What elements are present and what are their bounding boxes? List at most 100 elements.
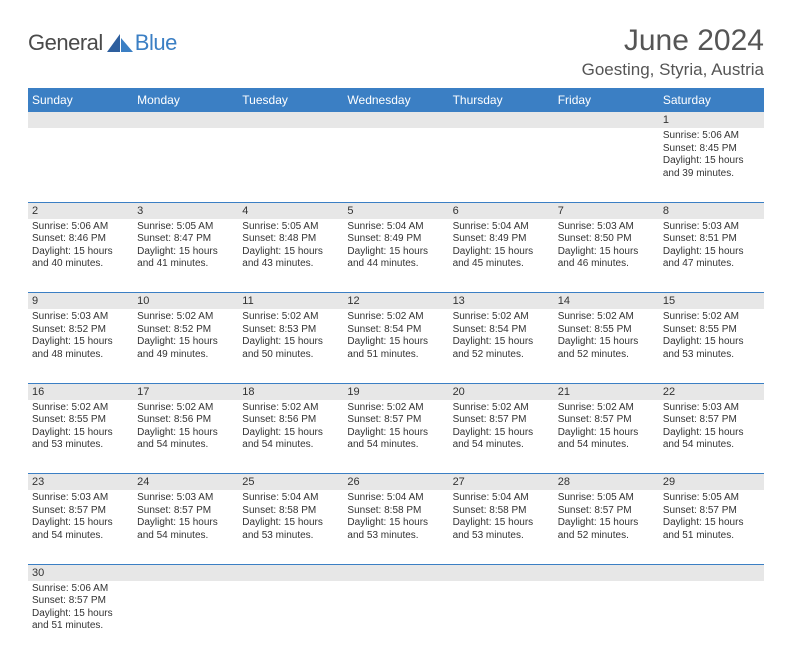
day-info-row: Sunrise: 5:06 AMSunset: 8:45 PMDaylight:… bbox=[28, 128, 764, 202]
day-number-cell: 8 bbox=[659, 202, 764, 219]
logo-text-general: General bbox=[28, 30, 103, 56]
day-number-cell bbox=[133, 112, 238, 128]
day-info-line: Daylight: 15 hours bbox=[242, 427, 339, 440]
day-info-row: Sunrise: 5:03 AM Sunset: 8:57 PM Daylight:… bbox=[28, 490, 764, 564]
day-info-line: Daylight: 15 hours bbox=[137, 246, 234, 259]
day-number-cell: 5 bbox=[343, 202, 448, 219]
day-info-line: and 54 minutes. bbox=[347, 439, 444, 452]
day-number-cell: 24 bbox=[133, 474, 238, 491]
day-number-cell: 25 bbox=[238, 474, 343, 491]
day-cell: Sunrise: 5:02 AMSunset: 8:55 PMDaylight:… bbox=[28, 400, 133, 474]
day-info-line: Daylight: 15 hours bbox=[663, 517, 760, 530]
day-info-line: Sunrise: 5:05 AM bbox=[242, 221, 339, 234]
day-info-line: and 45 minutes. bbox=[453, 258, 550, 271]
day-info-line: Sunset: 8:57 PM bbox=[453, 414, 550, 427]
day-info-line: Sunset: 8:45 PM bbox=[663, 143, 760, 156]
day-cell: Sunrise: 5:03 AMSunset: 8:50 PMDaylight:… bbox=[554, 219, 659, 293]
day-info-line: and 52 minutes. bbox=[558, 530, 655, 543]
day-info-line: Daylight: 15 hours bbox=[453, 517, 550, 530]
day-cell: Sunrise: 5:06 AMSunset: 8:45 PMDaylight:… bbox=[659, 128, 764, 202]
day-info-line: Sunrise: 5:02 AM bbox=[242, 311, 339, 324]
day-info-line: Sunset: 8:57 PM bbox=[558, 505, 655, 518]
daynum-row: 30 bbox=[28, 564, 764, 581]
day-info-line: and 50 minutes. bbox=[242, 349, 339, 362]
day-info-line: Daylight: 15 hours bbox=[242, 517, 339, 530]
day-info-line: Sunset: 8:49 PM bbox=[453, 233, 550, 246]
day-info-line: Sunrise: 5:04 AM bbox=[347, 492, 444, 505]
day-cell: Sunrise: 5:03 AMSunset: 8:57 PMDaylight:… bbox=[28, 490, 133, 564]
day-info-line: Sunrise: 5:03 AM bbox=[32, 311, 129, 324]
day-info-line: and 39 minutes. bbox=[663, 168, 760, 181]
day-number-cell bbox=[554, 112, 659, 128]
day-info-line: Sunrise: 5:06 AM bbox=[663, 130, 760, 143]
day-cell: Sunrise: 5:04 AMSunset: 8:58 PMDaylight:… bbox=[449, 490, 554, 564]
day-info-line: Daylight: 15 hours bbox=[347, 336, 444, 349]
daynum-row: 23242526272829 bbox=[28, 474, 764, 491]
day-number-cell: 27 bbox=[449, 474, 554, 491]
day-info-line: Sunrise: 5:05 AM bbox=[558, 492, 655, 505]
day-info-line: Daylight: 15 hours bbox=[558, 427, 655, 440]
day-cell: Sunrise: 5:06 AMSunset: 8:57 PMDaylight:… bbox=[28, 581, 133, 655]
day-number-cell: 4 bbox=[238, 202, 343, 219]
day-number-cell: 6 bbox=[449, 202, 554, 219]
day-number-cell bbox=[238, 112, 343, 128]
day-cell bbox=[554, 581, 659, 655]
day-info-row: Sunrise: 5:06 AMSunset: 8:57 PMDaylight:… bbox=[28, 581, 764, 655]
day-info-line: Daylight: 15 hours bbox=[32, 608, 129, 621]
day-info-line: Daylight: 15 hours bbox=[137, 427, 234, 440]
day-info-line: Daylight: 15 hours bbox=[242, 336, 339, 349]
day-cell: Sunrise: 5:05 AMSunset: 8:48 PMDaylight:… bbox=[238, 219, 343, 293]
day-number-cell: 29 bbox=[659, 474, 764, 491]
day-info-line: Sunset: 8:50 PM bbox=[558, 233, 655, 246]
day-info-line: Sunset: 8:55 PM bbox=[663, 324, 760, 337]
day-cell: Sunrise: 5:02 AMSunset: 8:54 PMDaylight:… bbox=[449, 309, 554, 383]
weekday-header: Thursday bbox=[449, 88, 554, 112]
day-info-line: Daylight: 15 hours bbox=[32, 427, 129, 440]
day-cell: Sunrise: 5:04 AMSunset: 8:58 PMDaylight:… bbox=[238, 490, 343, 564]
day-info-line: and 52 minutes. bbox=[453, 349, 550, 362]
day-cell: Sunrise: 5:06 AMSunset: 8:46 PMDaylight:… bbox=[28, 219, 133, 293]
day-info-line: and 53 minutes. bbox=[32, 439, 129, 452]
day-info-line: Sunrise: 5:02 AM bbox=[347, 402, 444, 415]
day-info-line: Daylight: 15 hours bbox=[558, 336, 655, 349]
day-cell bbox=[133, 128, 238, 202]
day-info-line: and 54 minutes. bbox=[558, 439, 655, 452]
day-info-line: and 51 minutes. bbox=[32, 620, 129, 633]
day-info-line: Sunrise: 5:02 AM bbox=[663, 311, 760, 324]
day-info-line: Sunrise: 5:05 AM bbox=[663, 492, 760, 505]
day-info-line: Sunset: 8:46 PM bbox=[32, 233, 129, 246]
day-info-line: Sunset: 8:55 PM bbox=[558, 324, 655, 337]
day-info-line: and 54 minutes. bbox=[137, 530, 234, 543]
day-info-row: Sunrise: 5:03 AMSunset: 8:52 PMDaylight:… bbox=[28, 309, 764, 383]
day-cell: Sunrise: 5:02 AMSunset: 8:57 PMDaylight:… bbox=[554, 400, 659, 474]
day-info-line: and 49 minutes. bbox=[137, 349, 234, 362]
day-number-cell: 15 bbox=[659, 293, 764, 310]
day-number-cell: 7 bbox=[554, 202, 659, 219]
day-cell: Sunrise: 5:05 AMSunset: 8:57 PMDaylight:… bbox=[554, 490, 659, 564]
day-cell: Sunrise: 5:02 AMSunset: 8:54 PMDaylight:… bbox=[343, 309, 448, 383]
day-cell: Sunrise: 5:05 AMSunset: 8:47 PMDaylight:… bbox=[133, 219, 238, 293]
day-cell bbox=[343, 581, 448, 655]
logo-text-blue: Blue bbox=[135, 30, 177, 56]
day-number-cell bbox=[133, 564, 238, 581]
day-number-cell: 9 bbox=[28, 293, 133, 310]
day-info-line: and 54 minutes. bbox=[663, 439, 760, 452]
day-info-line: Sunset: 8:51 PM bbox=[663, 233, 760, 246]
day-info-line: Daylight: 15 hours bbox=[453, 336, 550, 349]
day-cell: Sunrise: 5:02 AMSunset: 8:52 PMDaylight:… bbox=[133, 309, 238, 383]
day-info-line: Sunrise: 5:03 AM bbox=[32, 492, 129, 505]
location: Goesting, Styria, Austria bbox=[582, 60, 764, 80]
day-info-line: and 54 minutes. bbox=[32, 530, 129, 543]
day-info-line: Sunrise: 5:03 AM bbox=[137, 492, 234, 505]
day-info-line: and 54 minutes. bbox=[137, 439, 234, 452]
day-info-line: Sunrise: 5:06 AM bbox=[32, 221, 129, 234]
day-info-line: Daylight: 15 hours bbox=[453, 427, 550, 440]
day-info-line: Sunrise: 5:04 AM bbox=[453, 492, 550, 505]
weekday-header: Saturday bbox=[659, 88, 764, 112]
day-info-line: Daylight: 15 hours bbox=[242, 246, 339, 259]
day-info-line: and 54 minutes. bbox=[242, 439, 339, 452]
day-info-line: and 40 minutes. bbox=[32, 258, 129, 271]
weekday-header: Wednesday bbox=[343, 88, 448, 112]
day-info-line: Sunset: 8:57 PM bbox=[558, 414, 655, 427]
day-cell: Sunrise: 5:02 AMSunset: 8:56 PMDaylight:… bbox=[133, 400, 238, 474]
